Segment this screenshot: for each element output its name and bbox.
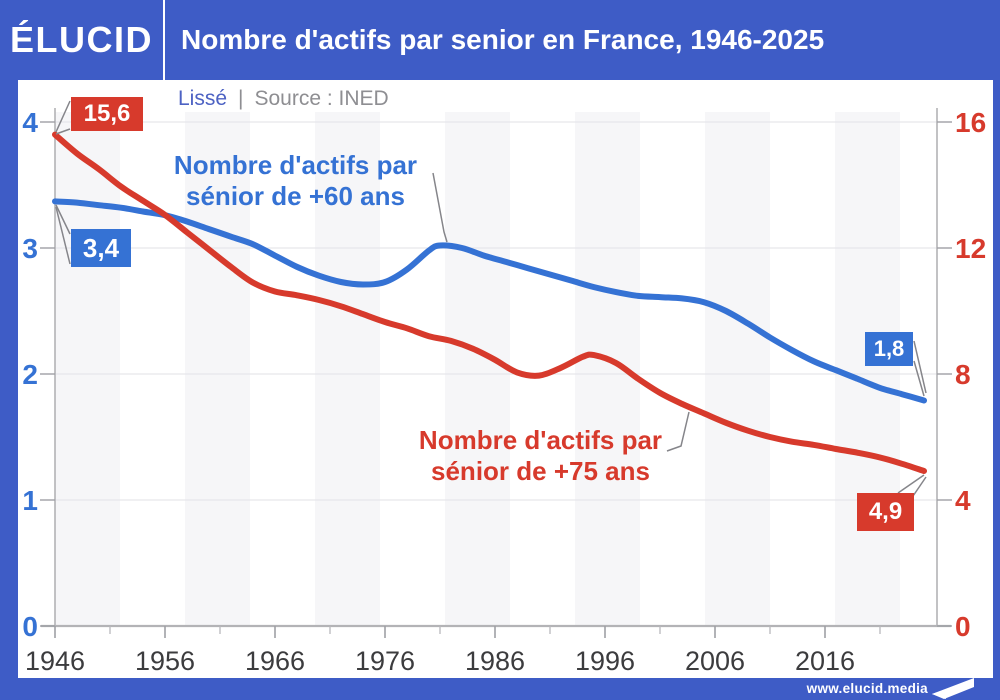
background-band bbox=[705, 112, 770, 626]
subtitle: Lissé | Source : INED bbox=[178, 87, 389, 111]
x-axis-tick-label: 1986 bbox=[465, 646, 525, 676]
connector-annotation-60 bbox=[432, 172, 448, 243]
background-band bbox=[55, 112, 120, 626]
smoothing-label: Lissé bbox=[178, 87, 228, 110]
x-axis-tick-label: 1976 bbox=[355, 646, 415, 676]
y-axis-right-tick-label: 4 bbox=[955, 485, 971, 516]
brand-logo: ÉLUCID bbox=[10, 19, 153, 60]
axes bbox=[41, 108, 951, 628]
background-band bbox=[315, 112, 380, 626]
axis-tick-labels: 4 3 2 1 0 16 12 8 4 0 1946 1956 1966 1976 1986 1996 2006… bbox=[22, 107, 986, 676]
source-label: Source : INED bbox=[254, 87, 389, 110]
background-band bbox=[185, 112, 250, 626]
series-label-60-line2: sénior de +60 ans bbox=[186, 181, 405, 211]
connector-1-8-a bbox=[913, 340, 927, 394]
connector-1-8-b bbox=[913, 360, 925, 397]
y-axis-left-tick-label: 1 bbox=[22, 485, 38, 516]
background-band bbox=[835, 112, 900, 626]
x-axis-tick-label: 2006 bbox=[685, 646, 745, 676]
plot-bands bbox=[55, 112, 900, 626]
y-axis-left-tick-label: 4 bbox=[22, 107, 38, 138]
series-label-75-line2: sénior de +75 ans bbox=[431, 456, 650, 486]
y-axis-right-tick-label: 16 bbox=[955, 107, 986, 138]
series-label-75: Nombre d'actifs par sénior de +75 ans bbox=[413, 425, 668, 487]
y-axis-right-tick-label: 0 bbox=[955, 611, 971, 642]
x-axis-tick-label: 1966 bbox=[245, 646, 305, 676]
series-label-75-line1: Nombre d'actifs par bbox=[418, 425, 663, 455]
footer-bar: www.elucid.media bbox=[0, 678, 1000, 700]
connector-15-6-b bbox=[55, 128, 71, 135]
start-value-badge-60: 3,4 bbox=[71, 229, 131, 267]
axis-ticks bbox=[40, 121, 952, 638]
end-value-badge-75: 4,9 bbox=[857, 493, 914, 531]
gridlines bbox=[55, 121, 937, 501]
header-separator bbox=[163, 0, 165, 80]
end-value-badge-60: 1,8 bbox=[865, 332, 913, 366]
y-axis-right-tick-label: 12 bbox=[955, 233, 986, 264]
line-actifs-par-senior-75 bbox=[52, 131, 927, 474]
y-axis-left-tick-label: 0 bbox=[22, 611, 38, 642]
connector-annotation-75 bbox=[666, 411, 690, 452]
y-axis-right-tick-label: 8 bbox=[955, 359, 971, 390]
page-title: Nombre d'actifs par senior en France, 19… bbox=[181, 24, 825, 55]
connector-15-6-a bbox=[55, 100, 71, 133]
x-axis-tick-label: 1956 bbox=[135, 646, 195, 676]
background-band bbox=[445, 112, 510, 626]
y-axis-left-tick-label: 2 bbox=[22, 359, 38, 390]
start-value-badge-75: 15,6 bbox=[71, 97, 143, 131]
x-axis-tick-label: 1996 bbox=[575, 646, 635, 676]
connector-4-9-b bbox=[897, 474, 925, 494]
subtitle-divider: | bbox=[238, 87, 244, 110]
connector-3-4-b bbox=[55, 206, 71, 265]
elucid-flag-icon bbox=[932, 678, 974, 699]
series-label-60-line1: Nombre d'actifs par bbox=[173, 150, 418, 180]
series-label-60: Nombre d'actifs par sénior de +60 ans bbox=[163, 150, 428, 212]
background-band bbox=[575, 112, 640, 626]
x-axis-tick-label: 2016 bbox=[795, 646, 855, 676]
website-url: www.elucid.media bbox=[806, 681, 928, 696]
x-axis-tick-label: 1946 bbox=[25, 646, 85, 676]
y-axis-left-tick-label: 3 bbox=[22, 233, 38, 264]
connector-3-4-a bbox=[55, 204, 71, 235]
line-actifs-par-senior-60 bbox=[52, 198, 927, 404]
